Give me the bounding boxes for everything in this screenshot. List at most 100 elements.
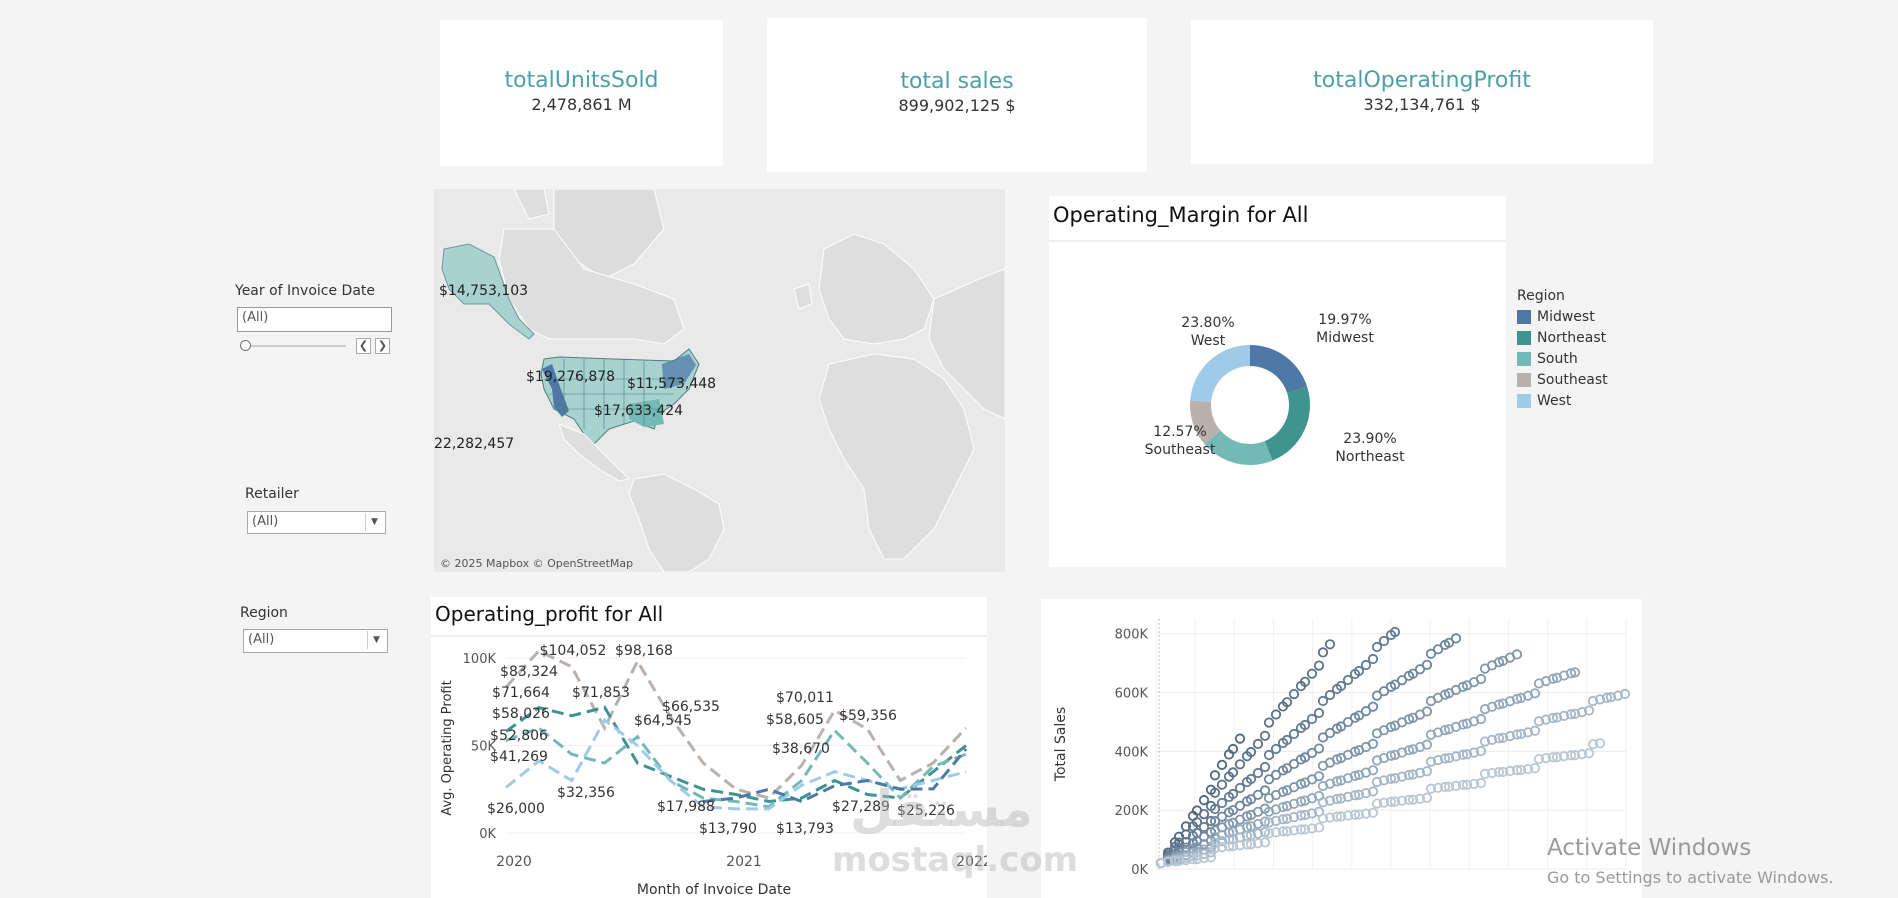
year-slider-handle[interactable] — [240, 340, 251, 351]
scatter-point — [1425, 756, 1437, 767]
scatter-point — [1270, 709, 1282, 720]
scatter-point — [1270, 743, 1282, 755]
kpi-sales-card: total sales 899,902,125 $ — [767, 18, 1147, 172]
scatter-point — [1252, 828, 1264, 839]
legend-item-southeast[interactable]: Southeast — [1517, 369, 1608, 390]
donut-name-label: Northeast — [1335, 449, 1405, 465]
map-attribution[interactable]: © 2025 Mapbox © OpenStreetMap — [440, 557, 633, 570]
map-panel[interactable]: $14,753,103 $19,276,878 $11,573,448 $17,… — [434, 189, 1005, 572]
scatter-point — [1551, 712, 1563, 723]
scatter-point — [1439, 753, 1451, 764]
scatter-point — [1349, 809, 1361, 820]
scatter-point — [1551, 752, 1563, 763]
scatter-point — [1565, 750, 1577, 761]
line-series-4[interactable] — [702, 748, 968, 804]
donut-slice-south[interactable] — [1204, 430, 1273, 465]
scatter-point — [1162, 856, 1174, 868]
scatter-point — [1497, 732, 1509, 743]
line-data-label: $58,605 — [766, 712, 824, 728]
chevron-down-icon[interactable]: ▼ — [367, 631, 385, 649]
scatter-point — [1583, 705, 1595, 716]
legend-item-west[interactable]: West — [1517, 390, 1608, 411]
scatter-point — [1245, 746, 1257, 758]
year-slider[interactable] — [240, 340, 350, 352]
line-series-0[interactable] — [504, 649, 968, 800]
scatter-point — [1227, 841, 1239, 852]
retailer-dropdown[interactable]: (All) ▼ — [247, 511, 386, 534]
scatter-point — [1367, 653, 1379, 665]
scatter-point — [1461, 779, 1473, 790]
scatter-point — [1259, 761, 1271, 773]
scatter-point — [1331, 793, 1343, 805]
scatter-point — [1367, 786, 1379, 797]
legend-swatch — [1517, 372, 1531, 387]
chevron-down-icon[interactable]: ▼ — [365, 513, 383, 531]
year-prev-button[interactable]: ❮ — [356, 338, 371, 354]
line-data-label: $41,269 — [490, 749, 548, 765]
legend-swatch — [1517, 393, 1531, 408]
scatter-ray-7 — [1155, 738, 1606, 869]
scatter-point — [1425, 648, 1437, 659]
scatter-point — [1511, 765, 1523, 776]
line-data-label: $17,988 — [657, 799, 715, 815]
scatter-point — [1216, 759, 1228, 770]
scatter-point — [1407, 769, 1419, 780]
scatter-point — [1605, 692, 1617, 703]
scatter-point — [1565, 709, 1577, 720]
watermark-arabic: مستقل — [850, 780, 1033, 838]
donut-slice-midwest[interactable] — [1250, 345, 1308, 393]
line-chart[interactable]: 0K 50K 100K 2020 2021 2022 Month of Invoice Da… — [431, 640, 987, 898]
legend-item-northeast[interactable]: Northeast — [1517, 327, 1608, 348]
kpi-profit-value: 332,134,761 $ — [1363, 95, 1481, 114]
donut-pct-label: 19.97% — [1318, 312, 1371, 328]
scatter-point — [1245, 773, 1257, 785]
scatter-point — [1223, 841, 1235, 852]
scatter-point — [1389, 773, 1401, 784]
donut-chart[interactable]: 19.97% Midwest 23.90% Northeast 12.57% Southe… — [1130, 300, 1430, 490]
scatter-point — [1533, 716, 1545, 727]
scatter-point — [1407, 794, 1419, 805]
line-data-label: $27,289 — [832, 799, 890, 815]
scatter-point — [1335, 680, 1347, 692]
scatter-point — [1252, 767, 1264, 779]
asia-shape — [928, 268, 1005, 420]
scatter-point — [1486, 734, 1498, 745]
line-series-1[interactable] — [505, 705, 967, 804]
scatter-point — [1421, 766, 1433, 777]
donut-slice-west[interactable] — [1190, 345, 1250, 403]
region-dropdown[interactable]: (All) ▼ — [243, 629, 388, 653]
legend-label: West — [1537, 392, 1572, 409]
retailer-dropdown-value: (All) — [252, 514, 279, 529]
legend-label: Midwest — [1537, 308, 1595, 325]
donut-slice-southeast[interactable] — [1190, 400, 1221, 445]
scatter-point — [1241, 839, 1253, 850]
year-filter-input[interactable]: (All) — [237, 307, 392, 332]
scatter-point — [1317, 732, 1329, 743]
legend-item-south[interactable]: South — [1517, 348, 1608, 369]
scatter-chart[interactable]: 0K 200K 400K 600K 800K Total Sales — [1041, 599, 1642, 898]
scatter-point — [1493, 733, 1505, 744]
line-data-label: $59,356 — [839, 708, 897, 724]
scatter-point — [1198, 795, 1210, 806]
scatter-point — [1421, 706, 1433, 717]
scatter-point — [1457, 719, 1469, 730]
scatter-point — [1450, 780, 1462, 791]
scatter-point — [1432, 782, 1444, 793]
scatter-point — [1540, 753, 1552, 764]
scatter-point — [1511, 693, 1523, 705]
scatter-point — [1306, 668, 1318, 679]
map-svg[interactable]: $14,753,103 $19,276,878 $11,573,448 $17,… — [434, 189, 1005, 572]
map-label-northeast: $11,573,448 — [627, 376, 716, 392]
legend-item-midwest[interactable]: Midwest — [1517, 306, 1608, 327]
line-series-3[interactable] — [505, 717, 967, 811]
scatter-point — [1180, 842, 1192, 853]
y-tick-label: 800K — [1115, 628, 1149, 643]
year-next-button[interactable]: ❯ — [375, 338, 390, 354]
donut-slice-northeast[interactable] — [1264, 386, 1310, 461]
scatter-point — [1403, 769, 1415, 781]
scatter-point — [1450, 633, 1462, 644]
scatter-point — [1612, 690, 1624, 701]
scatter-point — [1173, 837, 1185, 848]
x-tick-label: 2021 — [726, 854, 762, 870]
scatter-point — [1511, 729, 1523, 740]
